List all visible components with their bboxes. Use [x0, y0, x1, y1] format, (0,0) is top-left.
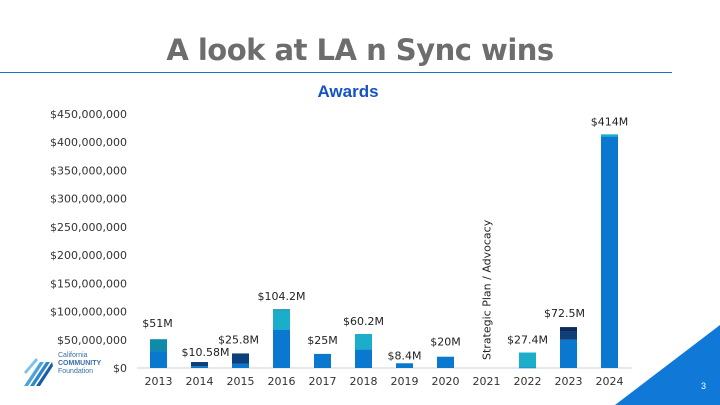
bar-value-label: $104.2M — [258, 290, 306, 303]
logo-text: California COMMUNITY Foundation — [58, 352, 101, 376]
y-tick-label: $450,000,000 — [50, 108, 127, 121]
x-tick-label: 2022 — [514, 375, 542, 388]
bar-annotation: Strategic Plan / Advocacy — [481, 219, 494, 360]
bar-segment — [191, 366, 208, 368]
bar-segment — [355, 334, 372, 350]
y-tick-label: $300,000,000 — [50, 193, 127, 206]
logo-line-2: COMMUNITY — [58, 360, 102, 367]
bar-segment — [601, 136, 618, 368]
bar-segment — [232, 363, 249, 368]
bar-value-label: $10.58M — [182, 346, 230, 359]
logo-mark-icon — [24, 358, 53, 386]
y-tick-label: $350,000,000 — [50, 164, 127, 177]
data-labels: $51M $10.58M$25.8M $104.2M $25M $60.2M $8.4M $… — [142, 115, 628, 362]
slide-title: A look at LA n Sync wins — [166, 33, 554, 67]
x-tick-label: 2020 — [432, 375, 460, 388]
bar-value-label: $25M — [307, 334, 338, 347]
bar-segment — [273, 309, 290, 311]
bar-value-label: $8.4M — [388, 349, 422, 362]
page-number: 3 — [700, 381, 706, 391]
title-divider — [0, 72, 672, 73]
bar-segment — [314, 353, 331, 368]
x-tick-label: 2014 — [186, 375, 214, 388]
bar-segment — [273, 329, 290, 368]
y-tick-label: $0 — [113, 362, 127, 375]
bar-segment — [601, 134, 618, 137]
bar-value-label: $414M — [591, 115, 629, 128]
x-tick-label: 2017 — [309, 375, 337, 388]
bar-value-label: $51M — [142, 317, 173, 330]
bar-value-label: $20M — [430, 336, 461, 349]
x-tick-label: 2015 — [227, 375, 255, 388]
y-tick-label: $200,000,000 — [50, 249, 127, 262]
y-axis-ticks: $0 $50,000,000 $100,000,000 $150,000,000 $20… — [50, 108, 127, 375]
y-tick-label: $250,000,000 — [50, 221, 127, 234]
x-tick-label: 2018 — [350, 375, 378, 388]
bar-segment — [437, 356, 454, 368]
bars — [150, 134, 618, 369]
bar-segment — [150, 351, 167, 368]
bar-value-label: $72.5M — [544, 307, 585, 320]
annotations: Strategic Plan / Advocacy — [481, 219, 494, 360]
bar-segment — [150, 339, 167, 352]
bar-value-label: $25.8M — [218, 333, 259, 346]
x-axis-ticks: 2013 2014 2015 2016 2017 2018 2019 2020 2021 2022… — [145, 375, 624, 388]
bar-segment — [355, 349, 372, 368]
x-tick-label: 2021 — [473, 375, 501, 388]
bar-segment — [396, 363, 413, 368]
corner-accent — [615, 325, 720, 405]
y-tick-label: $150,000,000 — [50, 277, 127, 290]
bar-segment — [560, 331, 577, 340]
logo-line-1: California — [58, 352, 88, 359]
x-tick-label: 2016 — [268, 375, 296, 388]
california-community-foundation-logo: California COMMUNITY Foundation — [22, 352, 142, 392]
y-tick-label: $100,000,000 — [50, 306, 127, 319]
bar-segment — [560, 327, 577, 332]
bar-segment — [519, 352, 536, 368]
x-tick-label: 2013 — [145, 375, 173, 388]
bar-segment — [519, 367, 536, 369]
y-tick-label: $50,000,000 — [57, 334, 127, 347]
bar-segment — [273, 310, 290, 330]
x-tick-label: 2023 — [555, 375, 583, 388]
bar-segment — [560, 339, 577, 368]
logo-line-3: Foundation — [58, 368, 94, 375]
y-tick-label: $400,000,000 — [50, 136, 127, 149]
chart-title: Awards — [317, 82, 379, 101]
bar-segment — [191, 362, 208, 367]
bar-value-label: $27.4M — [507, 334, 548, 347]
bar-value-label: $60.2M — [343, 315, 384, 328]
x-tick-label: 2019 — [391, 375, 419, 388]
bar-segment — [232, 353, 249, 364]
